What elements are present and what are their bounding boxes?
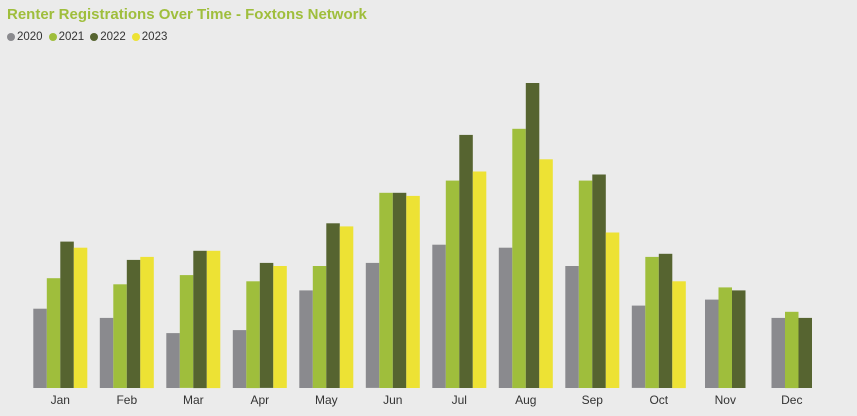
bar-jun-2020[interactable] [365, 262, 380, 388]
x-axis-ticks: Jan Feb Mar Apr May Jun Jul Aug Sep Oct Nov Dec [51, 393, 803, 407]
bar-dec-2021[interactable] [785, 311, 799, 389]
x-tick-label-apr: Apr [250, 393, 269, 407]
bar-mar-2023[interactable] [206, 250, 221, 389]
x-tick-label-sep: Sep [582, 393, 604, 407]
x-tick-label-jan: Jan [51, 393, 70, 407]
bar-may-2023[interactable] [339, 226, 354, 388]
bar-apr-2022[interactable] [259, 262, 274, 388]
bar-sep-2023[interactable] [605, 232, 620, 389]
bar-jan-2022[interactable] [60, 241, 74, 388]
x-tick-label-dec: Dec [781, 393, 802, 407]
bar-jan-2023[interactable] [73, 247, 88, 388]
legend-label-2020: 2020 [17, 31, 43, 43]
x-tick-label-jun: Jun [383, 393, 402, 407]
bar-mar-2020[interactable] [166, 333, 180, 388]
bar-feb-2021[interactable] [113, 284, 127, 388]
bar-aug-2020[interactable] [498, 247, 513, 388]
bar-nov-2022[interactable] [732, 290, 746, 388]
bar-mar-2022[interactable] [193, 250, 207, 389]
bar-dec-2022[interactable] [798, 317, 813, 388]
bar-may-2021[interactable] [312, 266, 327, 388]
legend-swatch-2023 [131, 33, 140, 41]
x-tick-label-aug: Aug [515, 393, 536, 407]
bar-sep-2022[interactable] [592, 174, 606, 389]
bar-oct-2021[interactable] [645, 256, 659, 389]
x-tick-label-may: May [315, 393, 338, 407]
bar-jun-2023[interactable] [406, 195, 420, 388]
bar-apr-2020[interactable] [232, 330, 247, 388]
legend-swatch-2022 [90, 33, 99, 41]
bar-may-2022[interactable] [326, 223, 340, 388]
bar-nov-2020[interactable] [705, 299, 719, 388]
bar-oct-2023[interactable] [672, 281, 686, 389]
bar-jun-2022[interactable] [392, 192, 407, 388]
bar-mar-2021[interactable] [179, 275, 194, 388]
bar-aug-2021[interactable] [512, 128, 526, 389]
bar-jan-2020[interactable] [33, 308, 47, 388]
bar-may-2020[interactable] [299, 290, 313, 388]
bar-jan-2021[interactable] [46, 278, 61, 388]
bar-jul-2022[interactable] [459, 134, 473, 388]
legend-swatch-2021 [48, 33, 57, 41]
bar-apr-2023[interactable] [273, 266, 287, 388]
legend-item-2022[interactable]: 2022 [90, 31, 126, 43]
bar-jul-2023[interactable] [472, 171, 487, 389]
x-tick-label-nov: Nov [715, 393, 736, 407]
legend-item-2020[interactable]: 2020 [7, 31, 43, 43]
x-tick-label-mar: Mar [183, 393, 204, 407]
chart-legend: 2020 2021 2022 2023 [7, 31, 167, 43]
bar-jul-2020[interactable] [432, 244, 446, 388]
x-tick-label-feb: Feb [116, 393, 137, 407]
bar-aug-2022[interactable] [525, 83, 540, 388]
x-tick-label-oct: Oct [649, 393, 668, 407]
bar-nov-2021[interactable] [718, 287, 733, 388]
legend-label-2023: 2023 [141, 31, 168, 43]
legend-swatch-2020 [7, 33, 15, 41]
bar-group [33, 83, 813, 389]
bar-jul-2021[interactable] [445, 180, 460, 388]
bar-sep-2020[interactable] [565, 266, 579, 388]
bar-feb-2023[interactable] [140, 256, 154, 389]
chart-title: Renter Registrations Over Time - Foxtons… [7, 6, 367, 23]
legend-label-2022: 2022 [100, 31, 126, 43]
bar-oct-2020[interactable] [631, 305, 646, 388]
legend-item-2023[interactable]: 2023 [131, 31, 168, 43]
bar-jun-2021[interactable] [379, 192, 393, 388]
legend-item-2021[interactable]: 2021 [48, 31, 85, 43]
bar-aug-2023[interactable] [539, 159, 553, 389]
x-tick-label-jul: Jul [452, 393, 467, 407]
bar-sep-2021[interactable] [578, 180, 593, 388]
bar-feb-2022[interactable] [126, 259, 141, 388]
bar-feb-2020[interactable] [99, 317, 114, 388]
bar-dec-2020[interactable] [771, 317, 786, 388]
bar-oct-2022[interactable] [658, 253, 673, 388]
legend-label-2021: 2021 [58, 31, 85, 43]
bar-apr-2021[interactable] [246, 281, 260, 389]
